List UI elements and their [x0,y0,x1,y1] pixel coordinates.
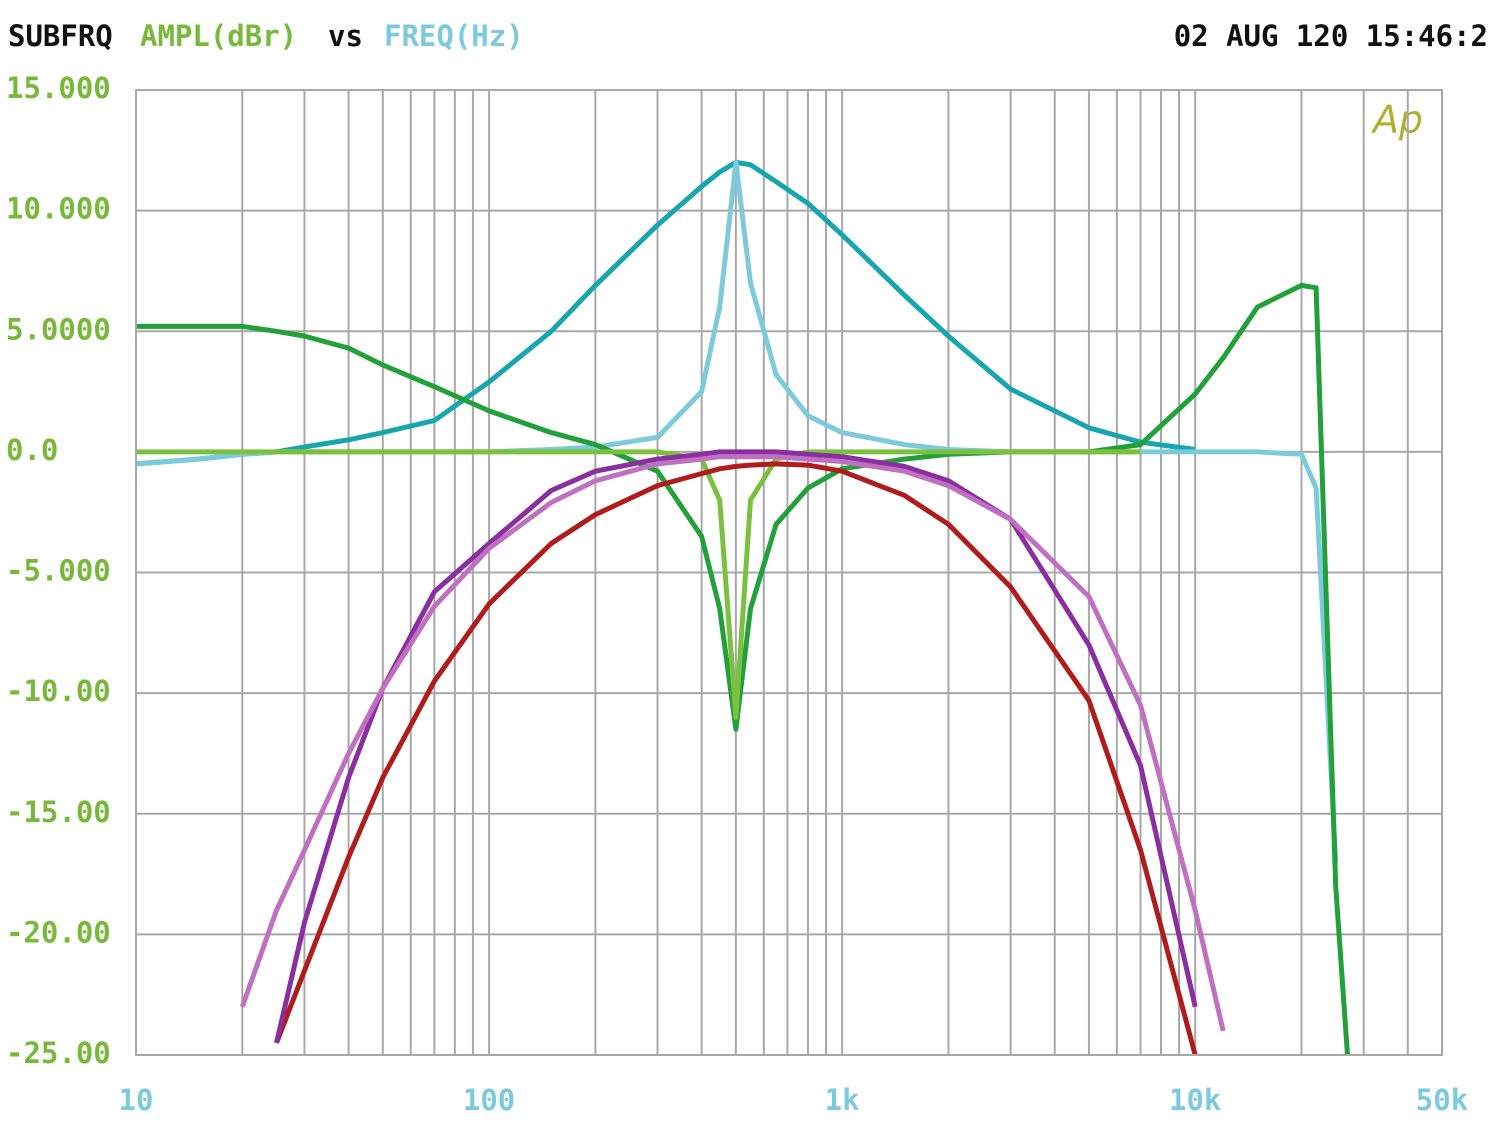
series-line [136,282,1350,1056]
y-tick-label: -15.00 [6,795,111,829]
chart-title: SUBFRQ [8,19,113,53]
plot-frame [135,89,1443,1056]
x-tick-label: 100 [463,1083,515,1117]
x-tick-label: 10k [1169,1083,1221,1117]
x-tick-label: 1k [825,1083,860,1117]
x-tick-label: 10 [119,1083,154,1117]
y-tick-label: -5.000 [6,554,111,588]
y-tick-label: 15.000 [6,71,111,105]
timestamp: 02 AUG 120 15:46:2 [1174,19,1488,53]
series-line [135,159,1196,467]
y-tick-label: -20.00 [6,915,111,949]
y-tick-label: -25.00 [6,1036,111,1070]
series-line [239,454,1226,1032]
x-tick-label: 50k [1416,1083,1468,1117]
y-tick-label: -10.00 [6,674,111,708]
connector: vs [328,19,363,53]
x-axis-label: FREQ(Hz) [384,19,524,53]
y-tick-label: 10.000 [6,192,111,226]
y-tick-label: 0.0 [6,433,58,467]
y-tick-label: 5.0000 [6,312,111,346]
series-line [274,461,1198,1056]
logo: Ap [1370,98,1423,142]
y-axis-label: AMPL(dBr) [140,19,297,53]
